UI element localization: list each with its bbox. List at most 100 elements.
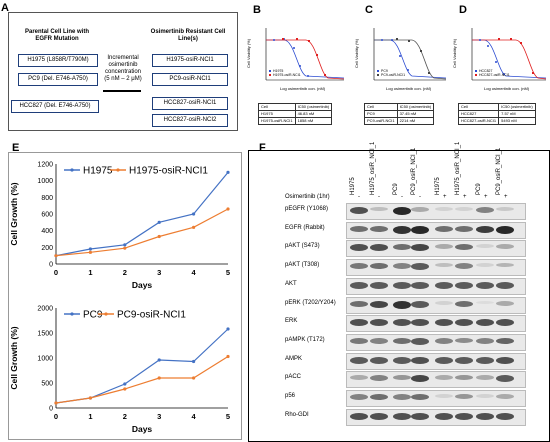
data-point [192, 225, 196, 229]
series-line [55, 208, 229, 257]
data-point [54, 401, 58, 405]
data-point [88, 396, 92, 400]
ic50-table-d: Cell IC50 (osimertinib) HCC827 7.57 nM HCC… [457, 103, 536, 125]
blot-band [350, 263, 368, 269]
d-table-cell: HCC827-osiR-NCI1 [457, 117, 500, 125]
x-tick-label: 5 [226, 268, 230, 277]
band-label: AMPK [285, 356, 303, 362]
growth-chart-pc9: 0 500 1000 1500 2000 0 1 2 3 4 5 Days Cell Growth (%… [9, 306, 230, 435]
blot-band [393, 319, 411, 326]
y-axis-label: Cell Growth (%) [9, 182, 19, 245]
legend-marker [104, 312, 108, 316]
d-xlabel: Log osimertinib con. (nM) [484, 86, 530, 91]
data-point [88, 250, 92, 254]
panel-f-letter: F [259, 142, 266, 154]
incremental-line-2: osimertinib [108, 62, 138, 68]
y-tick-label: 0 [49, 262, 53, 269]
blot-band [411, 357, 429, 364]
blot-band [370, 338, 388, 344]
x-tick-label: 1 [88, 412, 92, 421]
blot-band [455, 413, 473, 420]
data-point [192, 376, 196, 380]
blot-band [496, 413, 514, 420]
legend-label: PC9-osiR-NCI1 [117, 310, 186, 321]
d-legend-2: HCC827-osiR-NCI1 [479, 73, 510, 77]
blot-band [476, 226, 494, 233]
treatment-label: Osimertinib (1hr) [285, 194, 330, 200]
data-point [226, 327, 230, 331]
ic50-table-c: Cell IC50 (osimertinib) PC9 37.45 nM PC9-o… [364, 103, 435, 125]
panel-e-frame [8, 152, 242, 440]
y-tick-label: 1200 [37, 162, 53, 169]
blot-band [435, 244, 453, 249]
blot-band [496, 357, 514, 364]
band-label: p56 [285, 393, 296, 399]
blot-band [393, 263, 411, 269]
blot-band [435, 207, 453, 211]
blot-band [411, 263, 429, 270]
blot-band [476, 319, 494, 326]
x-tick-label: 1 [88, 268, 92, 277]
treatment-sign: + [484, 194, 488, 200]
blot-band [496, 207, 514, 211]
band-label: AKT [285, 281, 297, 287]
blot-band [476, 338, 494, 344]
blot-band [435, 301, 453, 305]
x-tick-label: 2 [123, 412, 127, 421]
data-point [54, 254, 58, 258]
blot-band [476, 263, 494, 267]
panel-d-letter: D [459, 4, 467, 16]
lane-label: PC9 [393, 183, 399, 195]
b-ylabel: Cell Viability (%) [246, 38, 251, 68]
blot-band [435, 357, 453, 364]
blot-band [435, 375, 453, 380]
blot-band [435, 319, 453, 326]
blot-band [455, 226, 473, 232]
panel-a-frame [8, 12, 238, 131]
blot-band [455, 394, 473, 399]
blot-band [370, 357, 388, 364]
y-tick-label: 800 [41, 195, 53, 202]
blot-strip [346, 203, 526, 220]
blot-band [496, 394, 514, 399]
incremental-line-3: concentration [104, 69, 142, 75]
y-tick-label: 2000 [37, 306, 53, 313]
blot-band [455, 319, 473, 326]
x-tick-label: 3 [157, 412, 161, 421]
blot-band [435, 338, 453, 344]
data-point [192, 359, 196, 364]
band-label: pAMPK (T172) [285, 337, 325, 343]
blot-band [370, 413, 388, 420]
treatment-sign: + [463, 194, 467, 200]
data-point [192, 212, 196, 216]
y-tick-label: 1500 [37, 331, 53, 338]
blot-band [476, 207, 494, 213]
blot-band [496, 263, 514, 267]
parental-hcc827: HCC827 (Del. E746-A750) [11, 100, 99, 113]
band-label: EGFR (Rabbit) [285, 225, 325, 231]
c-ylabel: Cell Viability (%) [354, 38, 359, 68]
series-line [55, 171, 229, 257]
blot-band [411, 413, 429, 420]
legend-label: H1975-osiR-NCI1 [129, 166, 208, 177]
band-label: ERK [285, 318, 298, 324]
blot-band [411, 375, 429, 382]
resistant-pc9: PC9-osiR-NCI1 [152, 73, 228, 86]
blot-band [350, 338, 368, 344]
lane-label: H1975_osiR_NCI_1 [370, 141, 376, 195]
parental-pc9: PC9 (Del. E746-A750) [18, 73, 98, 86]
c-table-cell: 2214 nM [396, 117, 435, 125]
blot-band [350, 375, 368, 380]
blot-band [476, 301, 494, 304]
blot-band [455, 357, 473, 364]
data-point [226, 207, 230, 211]
blot-band [393, 282, 411, 289]
blot-band [476, 413, 494, 420]
blot-band [496, 282, 514, 289]
parental-header: Parental Cell Line with EGFR Mutation [24, 29, 89, 42]
blot-band [435, 413, 453, 420]
dose-response-d: Cell Viability (%) HCC827 HCC827-osiR-NC… [452, 28, 547, 91]
blot-band [393, 207, 411, 215]
x-axis-label: Days [132, 424, 153, 434]
